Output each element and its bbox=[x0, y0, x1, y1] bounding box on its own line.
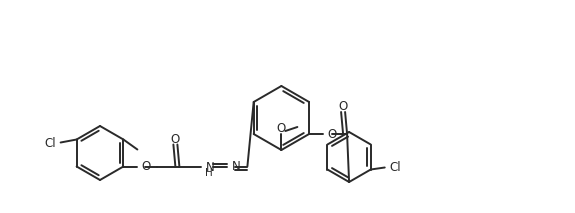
Text: O: O bbox=[277, 122, 286, 135]
Text: N: N bbox=[231, 160, 240, 173]
Text: H: H bbox=[205, 168, 213, 178]
Text: N: N bbox=[205, 161, 214, 174]
Text: Cl: Cl bbox=[44, 137, 56, 150]
Text: O: O bbox=[327, 128, 336, 141]
Text: O: O bbox=[141, 160, 151, 173]
Text: Cl: Cl bbox=[390, 161, 401, 174]
Text: O: O bbox=[339, 101, 348, 114]
Text: O: O bbox=[171, 133, 180, 146]
